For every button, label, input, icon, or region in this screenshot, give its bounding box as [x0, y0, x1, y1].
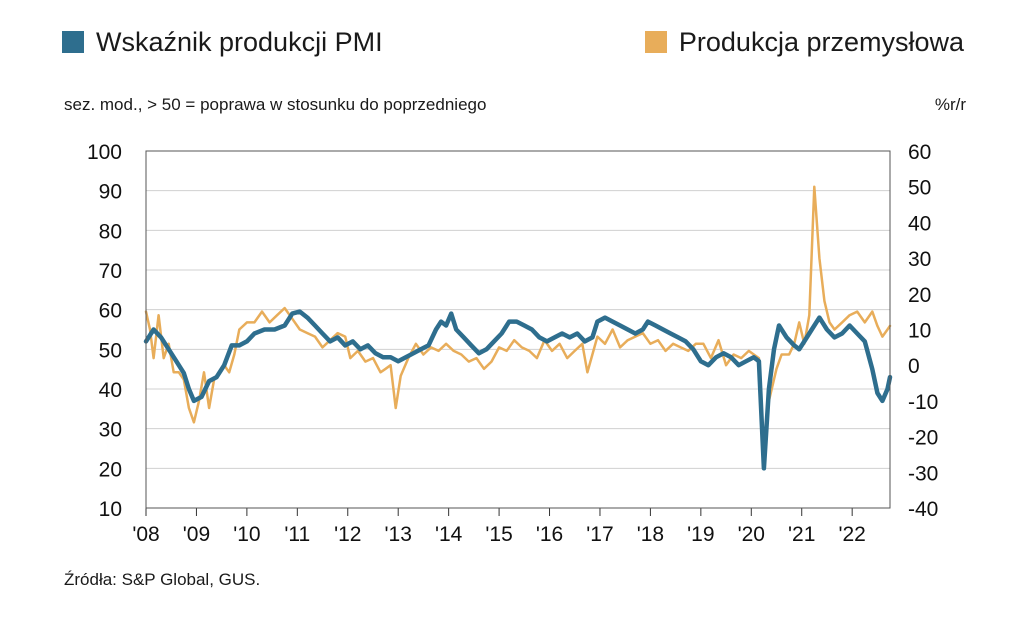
left-tick-label: 100 — [87, 141, 122, 164]
x-tick-label: '08 — [132, 523, 159, 546]
x-tick-label: '19 — [687, 523, 714, 546]
x-tick-label: '13 — [385, 523, 412, 546]
right-tick-label: 20 — [908, 284, 931, 307]
x-tick-label: '16 — [536, 523, 563, 546]
x-tick-label: '09 — [183, 523, 210, 546]
right-axis-unit: %r/r — [934, 95, 966, 114]
left-axis-ticks: 100 90 80 70 60 50 40 30 20 10 — [87, 141, 122, 521]
left-tick-label: 90 — [99, 181, 122, 204]
right-tick-label: -20 — [908, 427, 938, 450]
x-tick-label: '12 — [334, 523, 361, 546]
legend-swatch-pmi — [62, 31, 84, 53]
right-tick-label: 30 — [908, 248, 931, 271]
chart-subtitle: sez. mod., > 50 = poprawa w stosunku do … — [64, 95, 487, 114]
x-tick-label: '22 — [838, 523, 865, 546]
right-tick-label: -10 — [908, 391, 938, 414]
legend-label-pmi: Wskaźnik produkcji PMI — [96, 27, 383, 57]
right-tick-label: 50 — [908, 177, 931, 200]
legend-label-production: Produkcja przemysłowa — [678, 27, 964, 57]
legend-item-production: Produkcja przemysłowa — [644, 26, 964, 58]
right-tick-label: 10 — [908, 320, 931, 343]
x-axis-ticks: '08 '09 '10 '11 '12 '13 '14 '15 '16 '17 '18 '19 '20 '… — [132, 508, 866, 546]
left-tick-label: 50 — [99, 339, 122, 362]
left-tick-label: 60 — [99, 300, 122, 323]
right-tick-label: 60 — [908, 141, 931, 164]
series-lines — [143, 185, 893, 471]
x-tick-label: '11 — [284, 523, 310, 546]
right-axis-ticks: 60 50 40 30 20 10 0 -10 -20 -30 -40 — [908, 141, 938, 521]
x-tick-label: '14 — [435, 523, 463, 546]
right-tick-label: 40 — [908, 212, 931, 235]
x-tick-label: '15 — [485, 523, 512, 546]
right-tick-label: -40 — [908, 498, 938, 521]
right-tick-label: 0 — [908, 355, 920, 378]
x-tick-label: '10 — [233, 523, 260, 546]
left-tick-label: 70 — [99, 260, 122, 283]
right-tick-label: -30 — [908, 462, 938, 485]
plot-frame — [145, 150, 891, 509]
x-tick-label: '17 — [586, 523, 613, 546]
series-line-production — [144, 185, 892, 467]
series-line-pmi — [143, 309, 893, 471]
x-tick-label: '20 — [738, 523, 765, 546]
source-note: Źródła: S&P Global, GUS. — [64, 570, 261, 589]
x-tick-label: '21 — [788, 523, 815, 546]
legend: Wskaźnik produkcji PMI Produkcja przemys… — [62, 26, 964, 58]
left-tick-label: 40 — [99, 379, 122, 402]
legend-swatch-production — [644, 31, 667, 53]
legend-item-pmi: Wskaźnik produkcji PMI — [62, 26, 383, 58]
left-tick-label: 10 — [99, 498, 122, 521]
left-tick-label: 20 — [99, 458, 122, 481]
left-tick-label: 80 — [99, 220, 122, 243]
x-tick-label: '18 — [637, 523, 664, 546]
left-tick-label: 30 — [99, 419, 122, 442]
